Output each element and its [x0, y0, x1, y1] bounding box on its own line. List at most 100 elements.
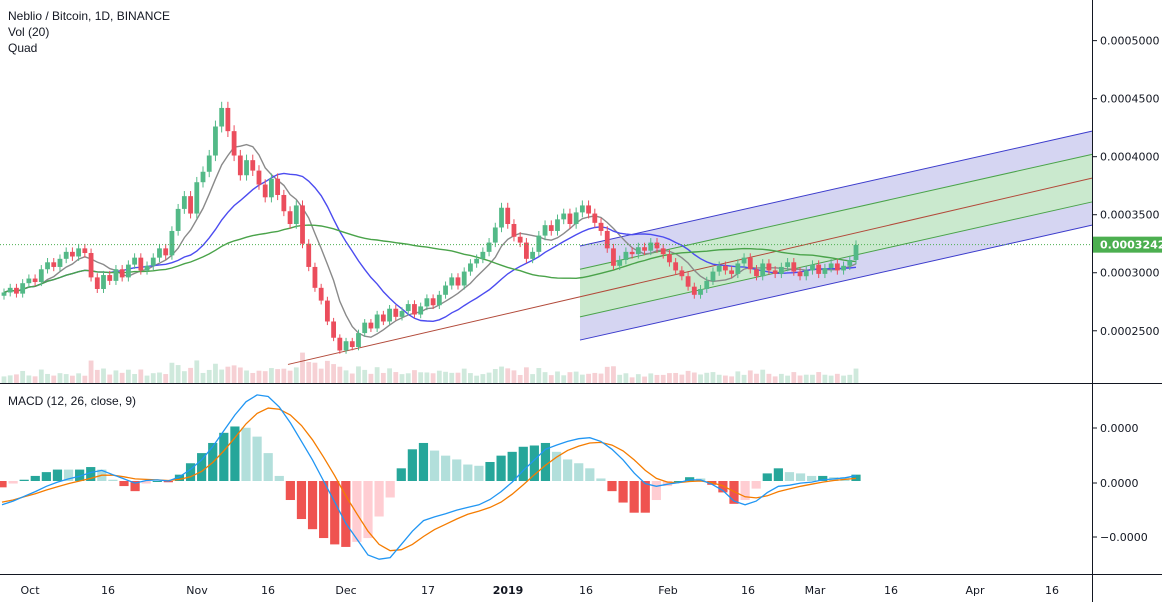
candle-body[interactable] — [418, 306, 424, 315]
candle-body[interactable] — [449, 277, 455, 286]
candle-body[interactable] — [530, 251, 536, 259]
candle-body[interactable] — [219, 107, 225, 127]
candle-body[interactable] — [617, 259, 623, 266]
channel-inner-band[interactable] — [580, 154, 1092, 317]
candle-body[interactable] — [604, 230, 610, 249]
candle-body[interactable] — [175, 208, 181, 231]
candle-body[interactable] — [754, 269, 759, 277]
candle-body[interactable] — [548, 225, 554, 231]
candle-body[interactable] — [324, 300, 330, 322]
candle-body[interactable] — [629, 251, 635, 255]
candle-body[interactable] — [57, 258, 63, 267]
candle-body[interactable] — [237, 155, 243, 176]
candle-body[interactable] — [349, 341, 355, 348]
candle-body[interactable] — [542, 225, 548, 236]
symbol-title[interactable]: Neblio / Bitcoin, 1D, BINANCE — [8, 9, 171, 23]
candle-body[interactable] — [853, 244, 859, 260]
candle-body[interactable] — [760, 263, 766, 277]
candle-body[interactable] — [480, 251, 486, 259]
candle-body[interactable] — [691, 286, 697, 295]
candle-body[interactable] — [797, 271, 803, 277]
candle-body[interactable] — [778, 266, 784, 274]
candle-body[interactable] — [362, 322, 368, 334]
candle-body[interactable] — [430, 298, 436, 306]
candle-body[interactable] — [88, 253, 94, 278]
candle-body[interactable] — [766, 263, 772, 271]
candle-body[interactable] — [729, 270, 735, 274]
candle-body[interactable] — [561, 213, 567, 220]
candle-body[interactable] — [144, 265, 150, 271]
candle-body[interactable] — [642, 247, 647, 251]
candle-body[interactable] — [468, 263, 473, 272]
candle-body[interactable] — [474, 258, 480, 264]
candle-body[interactable] — [107, 275, 113, 281]
candle-body[interactable] — [399, 311, 405, 317]
candle-body[interactable] — [698, 288, 703, 295]
candle-body[interactable] — [567, 213, 573, 224]
candle-body[interactable] — [598, 222, 604, 231]
candle-body[interactable] — [7, 287, 13, 293]
candle-body[interactable] — [822, 268, 828, 274]
candle-body[interactable] — [704, 280, 710, 289]
candle-body[interactable] — [660, 248, 666, 255]
candle-body[interactable] — [194, 182, 200, 214]
candle-body[interactable] — [412, 304, 417, 315]
candle-body[interactable] — [76, 248, 82, 257]
candle-body[interactable] — [200, 171, 206, 183]
candle-body[interactable] — [26, 278, 32, 284]
candle-body[interactable] — [163, 248, 169, 256]
candle-body[interactable] — [250, 160, 256, 171]
candle-body[interactable] — [132, 257, 137, 265]
candle-body[interactable] — [424, 298, 430, 307]
candle-body[interactable] — [443, 285, 448, 295]
candle-body[interactable] — [300, 205, 305, 244]
candle-body[interactable] — [138, 257, 144, 271]
candle-body[interactable] — [772, 270, 778, 274]
candle-body[interactable] — [828, 263, 834, 269]
candle-body[interactable] — [810, 264, 815, 271]
candle-body[interactable] — [803, 270, 809, 277]
study-quad-label[interactable]: Quad — [8, 41, 38, 55]
candle-body[interactable] — [405, 304, 411, 312]
candle-body[interactable] — [673, 262, 679, 271]
candle-body[interactable] — [716, 265, 722, 272]
candle-body[interactable] — [492, 227, 498, 243]
candle-body[interactable] — [648, 242, 654, 251]
candle-body[interactable] — [374, 314, 380, 329]
candle-body[interactable] — [244, 160, 249, 176]
candle-body[interactable] — [1, 292, 7, 296]
candle-body[interactable] — [654, 242, 660, 249]
candle-body[interactable] — [206, 155, 212, 172]
candle-body[interactable] — [741, 257, 747, 264]
candle-body[interactable] — [586, 205, 591, 214]
candle-body[interactable] — [368, 322, 374, 329]
candle-body[interactable] — [517, 236, 523, 243]
candle-body[interactable] — [14, 287, 19, 294]
candle-body[interactable] — [287, 211, 293, 224]
study-vol-label[interactable]: Vol (20) — [8, 25, 50, 39]
candle-body[interactable] — [555, 219, 560, 231]
candle-body[interactable] — [32, 278, 38, 283]
candle-body[interactable] — [461, 271, 467, 286]
candle-body[interactable] — [455, 277, 461, 286]
regression-line[interactable] — [287, 177, 1093, 365]
candle-body[interactable] — [213, 126, 218, 156]
candle-body[interactable] — [685, 276, 691, 287]
candle-body[interactable] — [225, 107, 231, 132]
candle-body[interactable] — [82, 248, 88, 254]
candle-body[interactable] — [816, 264, 822, 274]
candle-body[interactable] — [436, 294, 442, 306]
candle-body[interactable] — [94, 277, 100, 289]
candle-body[interactable] — [393, 308, 399, 317]
candle-body[interactable] — [841, 265, 846, 271]
candle-body[interactable] — [113, 269, 119, 281]
candle-body[interactable] — [847, 259, 853, 266]
candle-body[interactable] — [125, 264, 131, 278]
candle-body[interactable] — [356, 333, 361, 348]
candle-body[interactable] — [679, 270, 685, 277]
candle-body[interactable] — [723, 265, 728, 271]
candle-body[interactable] — [579, 205, 585, 213]
candle-body[interactable] — [188, 196, 193, 214]
candle-body[interactable] — [269, 178, 274, 198]
